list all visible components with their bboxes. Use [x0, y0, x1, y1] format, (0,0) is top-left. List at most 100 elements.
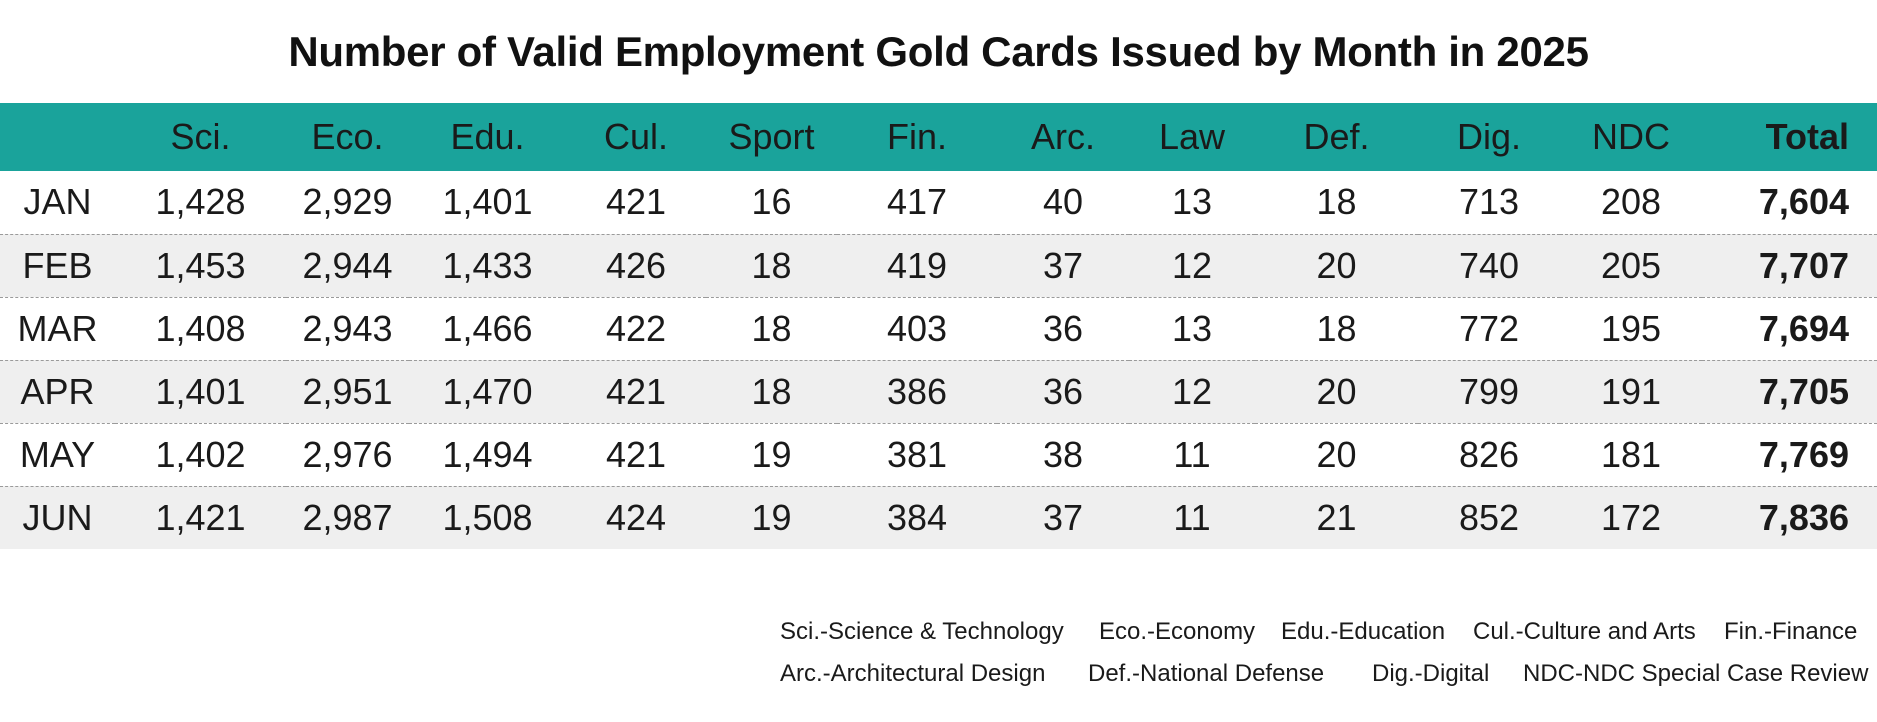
- table-cell: 36: [997, 296, 1129, 360]
- table-cell: 195: [1560, 296, 1702, 360]
- table-cell: 1,421: [115, 485, 286, 549]
- month-label: MAR: [0, 296, 115, 360]
- total-cell: 7,705: [1702, 359, 1877, 423]
- table-cell: 826: [1418, 422, 1560, 486]
- table-cell: 18: [706, 359, 837, 423]
- table-cell: 191: [1560, 359, 1702, 423]
- table-cell: 2,944: [286, 233, 409, 297]
- column-header: Arc.: [1030, 116, 1095, 157]
- table-cell: 18: [1316, 181, 1357, 223]
- table-cell: 417: [886, 181, 948, 223]
- table-cell: 740: [1418, 233, 1560, 297]
- table-cell: 422: [566, 296, 706, 360]
- table-cell: 36: [997, 359, 1129, 423]
- table-cell: 12: [1129, 359, 1255, 423]
- table-cell: 2,943: [286, 296, 409, 360]
- table-cell: 172: [1560, 485, 1702, 549]
- table-cell: 20: [1255, 359, 1418, 423]
- table-cell: 1,494: [409, 422, 566, 486]
- table-cell: 2,976: [286, 422, 409, 486]
- table-cell: 1,466: [409, 296, 566, 360]
- table-cell: 37: [997, 485, 1129, 549]
- total-cell: 7,707: [1702, 233, 1877, 297]
- total-cell: 7,769: [1702, 422, 1877, 486]
- table-cell: 37: [997, 233, 1129, 297]
- table-cell: 19: [706, 422, 837, 486]
- table-cell: 1,401: [115, 359, 286, 423]
- table-cell: 852: [1418, 485, 1560, 549]
- table-cell: 1,401: [442, 181, 533, 223]
- table-row: JAN 1,428 2,929 1,401 421 16 417 40 13 18 713 208 7,…: [0, 171, 1877, 234]
- table-cell: 799: [1418, 359, 1560, 423]
- table-cell: 772: [1418, 296, 1560, 360]
- table-cell: 403: [837, 296, 997, 360]
- table-cell: 18: [706, 233, 837, 297]
- table-cell: 11: [1129, 485, 1255, 549]
- column-header: Edu.: [450, 116, 525, 157]
- legend-item: Sci.-Science & Technology: [780, 618, 1064, 645]
- column-header: Total: [1765, 116, 1849, 157]
- table-cell: 208: [1600, 181, 1662, 223]
- column-header: Eco.: [311, 116, 384, 157]
- legend-item: NDC-NDC Special Case Review: [1523, 660, 1869, 687]
- month-label: MAY: [0, 422, 115, 486]
- table-cell: 424: [566, 485, 706, 549]
- gold-card-table: Sci. Eco. Edu. Cul. Sport Fin. Arc. Law Def. Dig.…: [0, 103, 1877, 549]
- legend-item: Def.-National Defense: [1088, 660, 1325, 687]
- column-header: Cul.: [603, 116, 669, 157]
- table-cell: 40: [1042, 181, 1084, 223]
- table-cell: 38: [997, 422, 1129, 486]
- header-row: Sci. Eco. Edu. Cul. Sport Fin. Arc. Law Def. Dig.…: [0, 103, 1877, 171]
- legend-item: Cul.-Culture and Arts: [1473, 618, 1696, 645]
- table-cell: 16: [751, 181, 792, 223]
- chart-title: Number of Valid Employment Gold Cards Is…: [288, 28, 1589, 75]
- table-cell: 426: [566, 233, 706, 297]
- column-header: Def.: [1303, 116, 1370, 157]
- column-header: Law: [1158, 116, 1226, 157]
- table-cell: 20: [1255, 233, 1418, 297]
- table-cell: 386: [837, 359, 997, 423]
- table-row: APR 1,401 2,951 1,470 421 18 386 36 12 20 799 191 7,…: [0, 359, 1877, 423]
- column-header: Sci.: [170, 116, 231, 157]
- table-cell: 19: [706, 485, 837, 549]
- table-cell: 205: [1560, 233, 1702, 297]
- table-cell: 713: [1458, 181, 1520, 223]
- table-cell: 421: [566, 359, 706, 423]
- table-cell: 2,987: [286, 485, 409, 549]
- month-label: APR: [0, 359, 115, 423]
- column-header: NDC: [1592, 116, 1670, 157]
- total-cell: 7,604: [1758, 181, 1849, 223]
- table-cell: 384: [837, 485, 997, 549]
- table-cell: 13: [1171, 181, 1213, 223]
- table-cell: 1,453: [115, 233, 286, 297]
- table-row: MAY 1,402 2,976 1,494 421 19 381 38 11 20 826 181 7,…: [0, 422, 1877, 486]
- legend-row-2: Arc.-Architectural Design Def.-National …: [780, 660, 1870, 702]
- table-cell: 381: [837, 422, 997, 486]
- table-cell: 419: [837, 233, 997, 297]
- month-label: JUN: [0, 485, 115, 549]
- legend-item: Fin.-Finance: [1724, 618, 1858, 645]
- legend-row-1: Sci.-Science & Technology Eco.-Economy E…: [780, 618, 1870, 660]
- table-cell: 21: [1255, 485, 1418, 549]
- table-cell: 13: [1129, 296, 1255, 360]
- legend-item: Dig.-Digital: [1372, 660, 1490, 687]
- total-cell: 7,694: [1702, 296, 1877, 360]
- table-cell: 18: [706, 296, 837, 360]
- table-row: MAR 1,408 2,943 1,466 422 18 403 36 13 18 772 195 7,…: [0, 296, 1877, 360]
- table-cell: 1,470: [409, 359, 566, 423]
- table-cell: 11: [1129, 422, 1255, 486]
- column-header: Dig.: [1456, 116, 1522, 157]
- total-cell: 7,836: [1702, 485, 1877, 549]
- table-cell: 421: [566, 422, 706, 486]
- table-cell: 421: [605, 181, 667, 223]
- table-cell: 18: [1255, 296, 1418, 360]
- legend-item: Arc.-Architectural Design: [780, 660, 1046, 687]
- table-cell: 1,428: [155, 181, 246, 223]
- table-cell: 1,508: [409, 485, 566, 549]
- table-cell: 20: [1255, 422, 1418, 486]
- table-row: FEB 1,453 2,944 1,433 426 18 419 37 12 20 740 205 7,…: [0, 233, 1877, 297]
- table-row: JUN 1,421 2,987 1,508 424 19 384 37 11 21 852 172 7,…: [0, 485, 1877, 549]
- legend-item: Eco.-Economy: [1099, 618, 1256, 645]
- month-label: JAN: [23, 181, 92, 223]
- column-header: Sport: [728, 116, 815, 157]
